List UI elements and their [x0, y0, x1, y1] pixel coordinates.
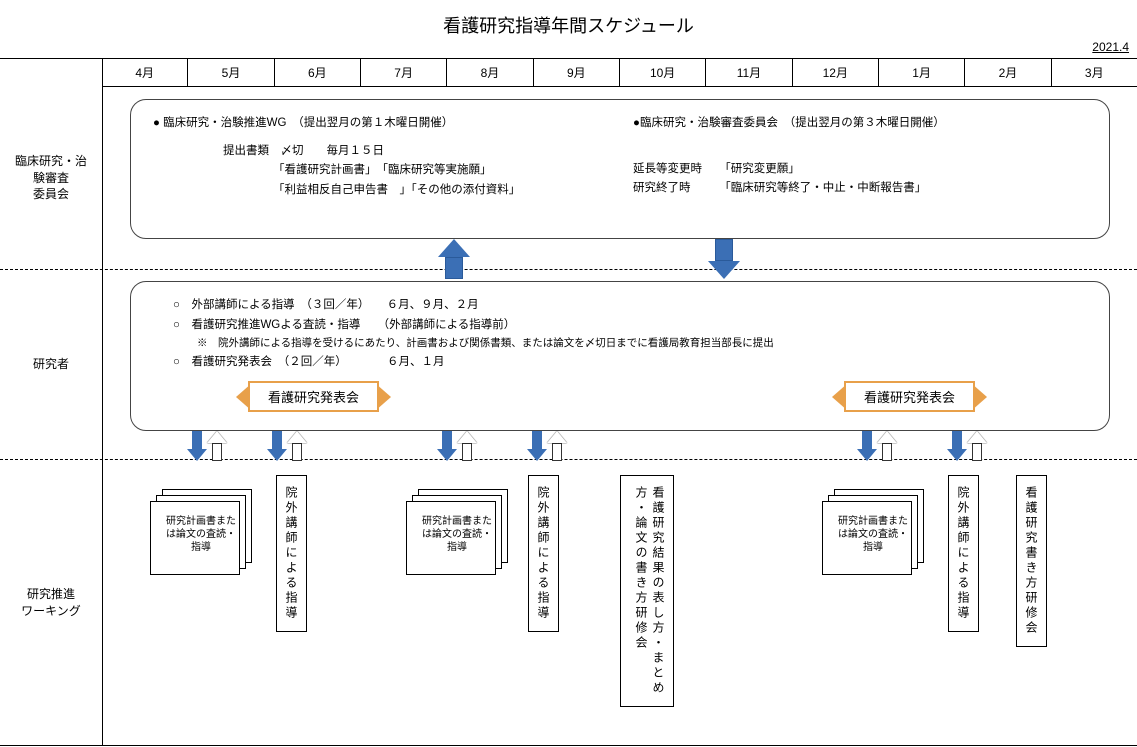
month-cell: 12月 [792, 59, 878, 86]
big-arrow-down [710, 239, 738, 279]
page-title: 看護研究指導年間スケジュール [0, 0, 1137, 38]
doc-stack: 研究計画書または論文の査読・指導 [822, 489, 928, 579]
banner-2-label: 看護研究発表会 [844, 381, 975, 412]
box2-l4: ○ 看護研究発表会 （２回／年） ６月、１月 [153, 353, 1087, 373]
month-cell: 2月 [964, 59, 1050, 86]
doc-label: 研究計画書または論文の査読・指導 [828, 515, 918, 554]
schedule-grid: 4月5月6月7月8月9月10月11月12月1月2月3月 臨床研究・治験審査委員会… [0, 58, 1137, 746]
month-cell: 7月 [360, 59, 446, 86]
month-cell: 6月 [274, 59, 360, 86]
box1-docs1: 「看護研究計画書」 「臨床研究等実施願」 [153, 161, 633, 181]
month-cell: 9月 [533, 59, 619, 86]
big-arrow-up [440, 239, 468, 279]
box1-end: 研究終了時 「臨床研究等終了・中止・中断報告書」 [633, 179, 926, 199]
month-cell: 10月 [619, 59, 705, 86]
doc-label: 研究計画書または論文の査読・指導 [156, 515, 246, 554]
committee-box: ● 臨床研究・治験推進WG （提出翌月の第１木曜日開催） ●臨床研究・治験審査委… [130, 99, 1110, 239]
box1-change: 延長等変更時 「研究変更願」 [633, 160, 926, 180]
row-label-2: 研究者 [0, 269, 102, 459]
doc-stack: 研究計画書または論文の査読・指導 [150, 489, 256, 579]
vertical-box: 院外講師による指導 [528, 475, 559, 632]
banner-1-label: 看護研究発表会 [248, 381, 379, 412]
vertical-box: 院外講師による指導 [948, 475, 979, 632]
month-cell: 11月 [705, 59, 791, 86]
month-cell: 8月 [446, 59, 532, 86]
months-header: 4月5月6月7月8月9月10月11月12月1月2月3月 [102, 59, 1137, 87]
doc-label: 研究計画書または論文の査読・指導 [412, 515, 502, 554]
vertical-box: 看護研究結果の表し方・まとめ方・論文の書き方研修会 [620, 475, 674, 707]
box1-wg-text: ● 臨床研究・治験推進WG （提出翌月の第１木曜日開催） [153, 114, 633, 134]
month-cell: 5月 [187, 59, 273, 86]
doc-stack: 研究計画書または論文の査読・指導 [406, 489, 512, 579]
vertical-box: 看護研究書き方研修会 [1016, 475, 1047, 647]
banner-2: 看護研究発表会 [832, 381, 987, 412]
month-cell: 3月 [1051, 59, 1137, 86]
month-cell: 4月 [102, 59, 187, 86]
box1-deadline: 提出書類 〆切 毎月１５日 [153, 142, 633, 162]
vertical-box: 院外講師による指導 [276, 475, 307, 632]
box2-l2: ○ 看護研究推進WGよる査読・指導 （外部講師による指導前） [153, 316, 1087, 336]
box1-docs2: 「利益相反自己申告書 」「その他の添付資料」 [153, 181, 633, 201]
row-label-1: 臨床研究・治験審査委員会 [0, 87, 102, 269]
box2-l3: ※ 院外講師による指導を受けるにあたり、計画書および関係書類、または論文を〆切日… [153, 335, 1087, 353]
row-label-3: 研究推進ワーキング [0, 459, 102, 747]
box2-l1: ○ 外部講師による指導 （３回／年） ６月、９月、２月 [153, 296, 1087, 316]
month-cell: 1月 [878, 59, 964, 86]
date-text: 2021.4 [1092, 40, 1129, 54]
box1-committee-text: ●臨床研究・治験審査委員会 （提出翌月の第３木曜日開催） [633, 114, 945, 134]
banner-1: 看護研究発表会 [236, 381, 391, 412]
